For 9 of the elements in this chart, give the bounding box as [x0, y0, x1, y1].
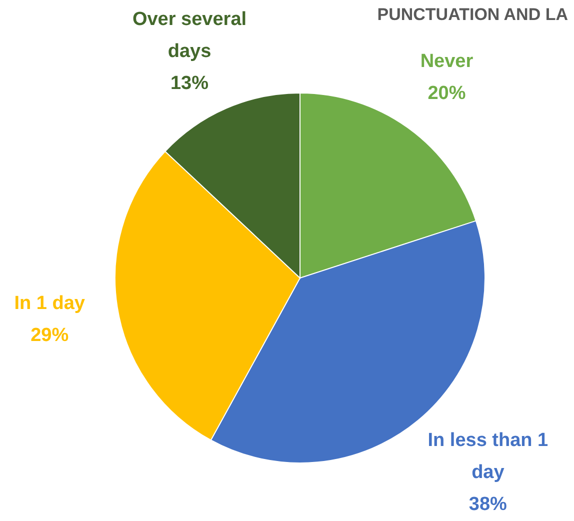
slice-label: In less than 1 day	[428, 430, 549, 483]
slice-label: Never	[420, 50, 474, 72]
data-label: 38%	[468, 494, 508, 515]
slice-label: In 1 day	[14, 293, 86, 314]
chart-title: PUNCTUATION AND LA	[377, 5, 568, 24]
data-label: 20%	[428, 82, 466, 104]
slice-label: Over several days	[132, 8, 247, 62]
data-label: 13%	[170, 72, 209, 94]
data-label: 29%	[30, 325, 69, 346]
